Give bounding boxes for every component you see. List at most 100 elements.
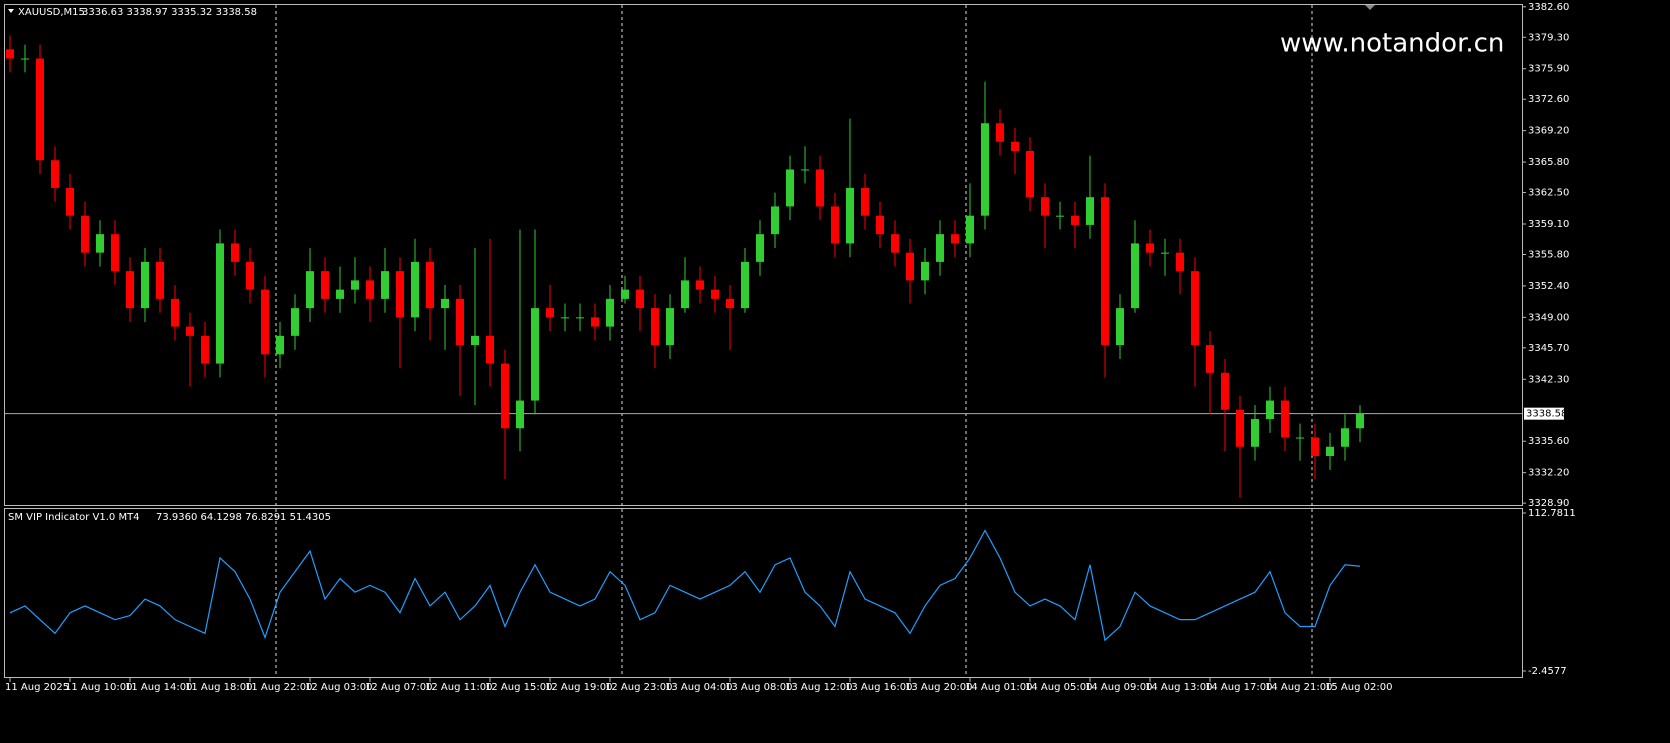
x-tick-label: 14 Aug 13:00 xyxy=(1145,682,1212,693)
y-tick-label: 3328.90 xyxy=(1528,498,1569,509)
candle-body xyxy=(276,335,284,355)
candle-body xyxy=(996,123,1004,142)
candle-body xyxy=(711,289,719,299)
current-price-label: 3338.58 xyxy=(1526,409,1567,420)
candle-body xyxy=(261,289,269,355)
y-tick-label: 3382.60 xyxy=(1528,2,1569,13)
y-tick-label: 112.7811 xyxy=(1528,508,1576,519)
candle-body xyxy=(651,308,659,346)
x-tick-label: 12 Aug 07:00 xyxy=(365,682,432,693)
symbol-title: XAUUSD,M15 xyxy=(18,7,85,18)
x-tick-label: 13 Aug 08:00 xyxy=(725,682,792,693)
candle-body xyxy=(1326,446,1334,457)
candle-body xyxy=(921,261,929,281)
y-tick-label: -2.4577 xyxy=(1528,666,1567,677)
candle-body xyxy=(816,169,824,207)
x-tick-label: 13 Aug 12:00 xyxy=(785,682,852,693)
y-tick-label: 3359.10 xyxy=(1528,219,1569,230)
candle-body xyxy=(1281,400,1289,438)
candle-body xyxy=(891,234,899,253)
candle-body xyxy=(1296,437,1304,439)
indicator-values: 73.9360 64.1298 76.8291 51.4305 xyxy=(156,512,331,523)
x-tick-label: 11 Aug 18:00 xyxy=(185,682,252,693)
watermark: www.notandor.cn xyxy=(1280,29,1504,59)
candle-body xyxy=(306,271,314,309)
candle-body xyxy=(51,160,59,188)
y-tick-label: 3369.20 xyxy=(1528,126,1569,137)
candle-body xyxy=(381,271,389,299)
y-tick-label: 3345.70 xyxy=(1528,343,1569,354)
candle-body xyxy=(456,298,464,346)
y-tick-label: 3335.60 xyxy=(1528,436,1569,447)
indicator-line xyxy=(9,529,1361,642)
candle-body xyxy=(1176,252,1184,272)
candle-body xyxy=(1221,372,1229,410)
x-tick-label: 14 Aug 05:00 xyxy=(1025,682,1092,693)
candle-body xyxy=(36,58,44,161)
indicator-title: SM VIP Indicator V1.0 MT4 xyxy=(8,512,140,523)
candle-body xyxy=(126,271,134,309)
x-tick-label: 14 Aug 01:00 xyxy=(965,682,1032,693)
candle-body xyxy=(171,298,179,327)
candle-body xyxy=(846,187,854,244)
candle-body xyxy=(1056,215,1064,217)
candle-body xyxy=(216,243,224,364)
candle-body xyxy=(666,308,674,346)
menu-arrow[interactable] xyxy=(8,9,14,13)
x-tick-label: 11 Aug 10:00 xyxy=(65,682,132,693)
x-tick-label: 14 Aug 21:00 xyxy=(1265,682,1332,693)
candle-body xyxy=(561,317,569,319)
x-tick-label: 13 Aug 20:00 xyxy=(905,682,972,693)
candle-body xyxy=(111,234,119,272)
candle-body xyxy=(1356,413,1364,429)
x-tick-label: 12 Aug 15:00 xyxy=(485,682,552,693)
candle-body xyxy=(1011,141,1019,151)
candle-body xyxy=(321,271,329,299)
candle-body xyxy=(291,308,299,336)
candle-body xyxy=(246,261,254,290)
ohlc-values: 3336.63 3338.97 3335.32 3338.58 xyxy=(82,7,257,18)
x-tick-label: 12 Aug 23:00 xyxy=(605,682,672,693)
candle-body xyxy=(351,280,359,290)
candle-body xyxy=(1071,215,1079,225)
candle-body xyxy=(1101,197,1109,346)
candle-body xyxy=(516,400,524,429)
candle-body xyxy=(726,298,734,309)
candle-body xyxy=(981,123,989,216)
candle-body xyxy=(396,271,404,318)
candle-body xyxy=(966,215,974,244)
current-price-box xyxy=(1524,407,1564,420)
x-tick-label: 12 Aug 19:00 xyxy=(545,682,612,693)
candle-body xyxy=(1086,197,1094,225)
candle-body xyxy=(1206,345,1214,373)
candle-body xyxy=(231,243,239,262)
candle-body xyxy=(1191,271,1199,346)
y-tick-label: 3372.60 xyxy=(1528,94,1569,105)
y-tick-label: 3352.40 xyxy=(1528,281,1569,292)
candle-body xyxy=(336,289,344,299)
shift-marker xyxy=(1365,5,1375,10)
indicator-panel xyxy=(4,508,1523,678)
x-tick-label: 11 Aug 2025 xyxy=(5,682,69,693)
candle-body xyxy=(621,289,629,299)
candle-body xyxy=(546,308,554,318)
y-tick-label: 3375.90 xyxy=(1528,64,1569,75)
y-tick-label: 3379.30 xyxy=(1528,32,1569,43)
candle-body xyxy=(1341,428,1349,447)
candle-body xyxy=(831,206,839,244)
candle-body xyxy=(186,326,194,336)
x-tick-label: 14 Aug 09:00 xyxy=(1085,682,1152,693)
candle-body xyxy=(66,187,74,216)
candle-body xyxy=(936,234,944,262)
candle-body xyxy=(471,335,479,346)
candle-body xyxy=(1146,243,1154,253)
candle-body xyxy=(786,169,794,207)
candle-body xyxy=(951,234,959,244)
candle-body xyxy=(6,49,14,59)
candle-body xyxy=(1236,409,1244,447)
candle-body xyxy=(486,335,494,364)
x-tick-label: 12 Aug 11:00 xyxy=(425,682,492,693)
candle-body xyxy=(636,289,644,309)
x-tick-label: 12 Aug 03:00 xyxy=(305,682,372,693)
